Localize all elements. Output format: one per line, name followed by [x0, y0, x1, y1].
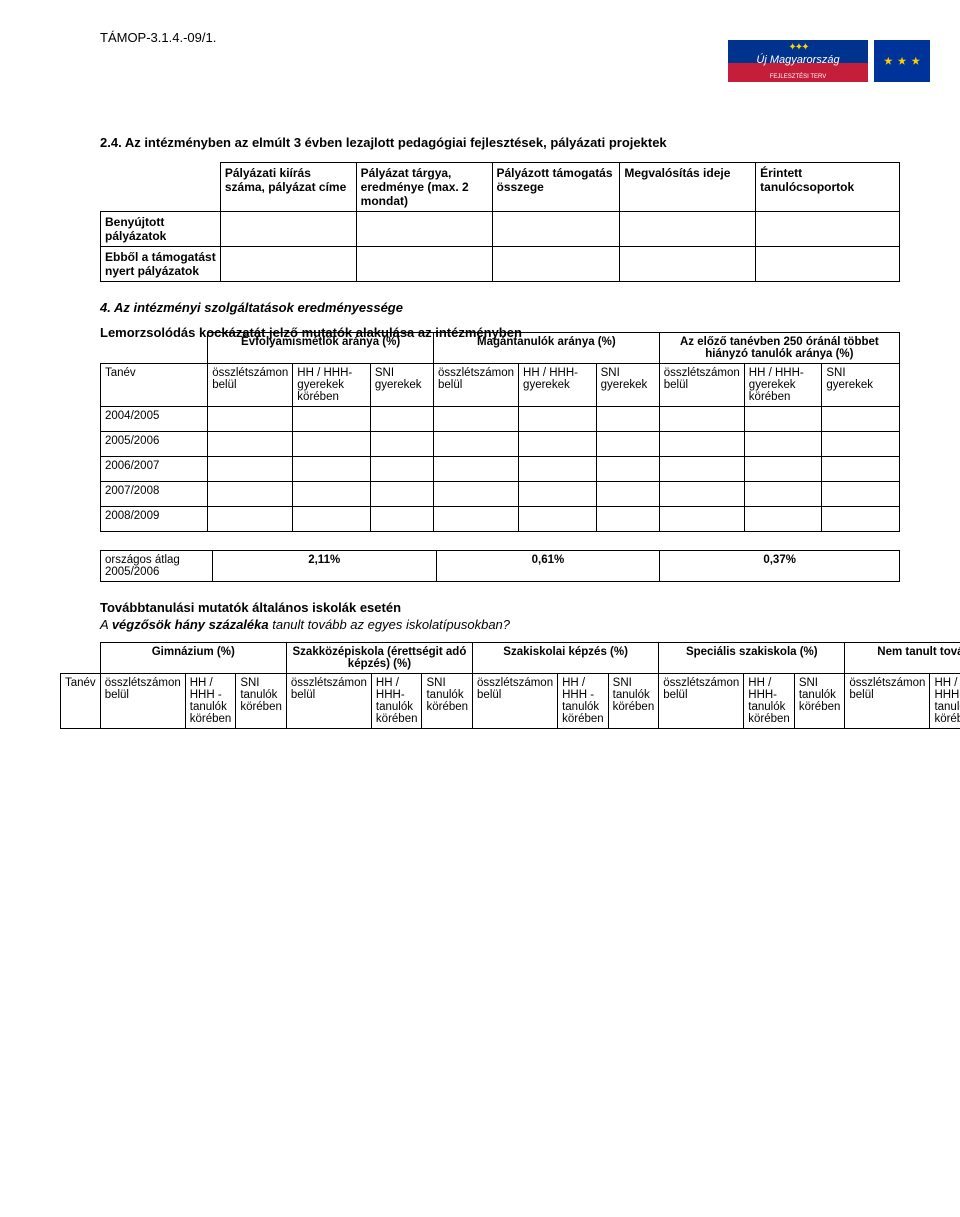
row-label: Benyújtott pályázatok	[101, 212, 221, 247]
table-row: 2004/2005	[101, 407, 900, 432]
sub-header: SNI gyerekek	[822, 364, 900, 407]
table-orszagos-atlag: országos átlag 2005/2006 2,11% 0,61% 0,3…	[100, 550, 900, 582]
sub-header: összlétszámon belül	[286, 674, 371, 729]
year-cell: 2007/2008	[101, 482, 208, 507]
sub-header: SNI gyerekek	[370, 364, 433, 407]
sub-header: HH / HHH-gyerekek	[519, 364, 597, 407]
table-row: Benyújtott pályázatok	[101, 212, 900, 247]
row-label: Tanév	[61, 674, 101, 729]
table-palyazatok: Pályázati kiírás száma, pályázat címe Pá…	[100, 162, 900, 282]
sub-header: HH / HHH-tanulók körében	[744, 674, 795, 729]
table-row: 2006/2007	[101, 457, 900, 482]
table-row: 2005/2006	[101, 432, 900, 457]
logo-um-text: Új Magyarország	[728, 54, 868, 66]
col-header: Pályázat tárgya, eredménye (max. 2 monda…	[356, 163, 492, 212]
section-2-4-title: 2.4. Az intézményben az elmúlt 3 évben l…	[100, 135, 900, 150]
col-header: Megvalósítás ideje	[620, 163, 756, 212]
group-header: Évfolyamismétlők aránya (%)	[208, 333, 434, 364]
sub-header: összlétszámon belül	[208, 364, 293, 407]
year-cell: 2005/2006	[101, 432, 208, 457]
col-header: Érintett tanulócsoportok	[756, 163, 900, 212]
sub-header: összlétszámon belül	[845, 674, 930, 729]
sub-header: SNI tanulók körében	[608, 674, 659, 729]
sub-header: SNI tanulók körében	[794, 674, 845, 729]
col-header: Pályázati kiírás száma, pályázat címe	[220, 163, 356, 212]
sub-header: SNI tanulók körében	[236, 674, 287, 729]
sub-header: összlétszámon belül	[659, 364, 744, 407]
table-row: Pályázati kiírás száma, pályázat címe Pá…	[101, 163, 900, 212]
subtitle-rest: tanult tovább az egyes iskolatípusokban?	[269, 617, 510, 632]
row-label: Ebből a támogatást nyert pályázatok	[101, 247, 221, 282]
header-logos: Új Magyarország FEJLESZTÉSI TERV ⋆⋆⋆	[728, 40, 930, 82]
table-row: 2007/2008	[101, 482, 900, 507]
year-cell: 2006/2007	[101, 457, 208, 482]
group-header: Nem tanult tovább (%)	[845, 643, 960, 674]
sub-header: HH / HHH-tanulók körében	[930, 674, 960, 729]
sub-header: összlétszámon belül	[659, 674, 744, 729]
table-row: Tanév összlétszámon belül HH / HHH-gyere…	[101, 364, 900, 407]
sub-header: HH / HHH-gyerekek körében	[744, 364, 822, 407]
sub-header: SNI gyerekek	[596, 364, 659, 407]
table-row: 2008/2009	[101, 507, 900, 532]
logo-eu-flag: ⋆⋆⋆	[874, 40, 930, 82]
logo-um-sub: FEJLESZTÉSI TERV	[728, 74, 868, 80]
sub-header: HH / HHH - tanulók körében	[185, 674, 236, 729]
sub-header: SNI tanulók körében	[422, 674, 473, 729]
group-header: Az előző tanévben 250 óránál többet hián…	[659, 333, 899, 364]
sub-header: HH / HHH-tanulók körében	[371, 674, 422, 729]
table-row: Gimnázium (%) Szakközépiskola (érettségi…	[61, 643, 960, 674]
subtitle-bold: végzősök hány százaléka	[112, 617, 269, 632]
sub-header: HH / HHH-gyerekek körében	[293, 364, 371, 407]
group-header: Szakközépiskola (érettségit adó képzés) …	[286, 643, 472, 674]
col-header: Pályázott támogatás összege	[492, 163, 620, 212]
avg-label: országos átlag 2005/2006	[101, 551, 213, 582]
group-header: Gimnázium (%)	[100, 643, 286, 674]
avg-value: 0,37%	[660, 551, 900, 582]
subtitle-prefix: A	[100, 617, 112, 632]
table-row: országos átlag 2005/2006 2,11% 0,61% 0,3…	[101, 551, 900, 582]
tovabb-subtitle: A végzősök hány százaléka tanult tovább …	[100, 617, 900, 632]
avg-value: 0,61%	[436, 551, 660, 582]
year-cell: 2008/2009	[101, 507, 208, 532]
logo-uj-magyarorszag: Új Magyarország FEJLESZTÉSI TERV	[728, 40, 868, 82]
row-label: Tanév	[101, 364, 208, 407]
sub-header: összlétszámon belül	[473, 674, 558, 729]
group-header: Speciális szakiskola (%)	[659, 643, 845, 674]
avg-value: 2,11%	[212, 551, 436, 582]
table-row: Tanév összlétszámon belül HH / HHH - tan…	[61, 674, 960, 729]
table-tovabbtanulas: Gimnázium (%) Szakközépiskola (érettségi…	[60, 642, 960, 729]
sub-header: HH / HHH - tanulók körében	[558, 674, 609, 729]
eu-stars-icon: ⋆⋆⋆	[881, 48, 922, 74]
group-header: Szakiskolai képzés (%)	[473, 643, 659, 674]
year-cell: 2004/2005	[101, 407, 208, 432]
sub-header: összlétszámon belül	[100, 674, 185, 729]
table-lemorzsolodas-main: Évfolyamismétlők aránya (%) Magántanulók…	[100, 332, 900, 532]
tovabb-title: Továbbtanulási mutatók általános iskolák…	[100, 600, 900, 615]
sub-header: összlétszámon belül	[433, 364, 518, 407]
table-row: Ebből a támogatást nyert pályázatok	[101, 247, 900, 282]
section-4-title: 4. Az intézményi szolgáltatások eredmény…	[100, 300, 900, 315]
